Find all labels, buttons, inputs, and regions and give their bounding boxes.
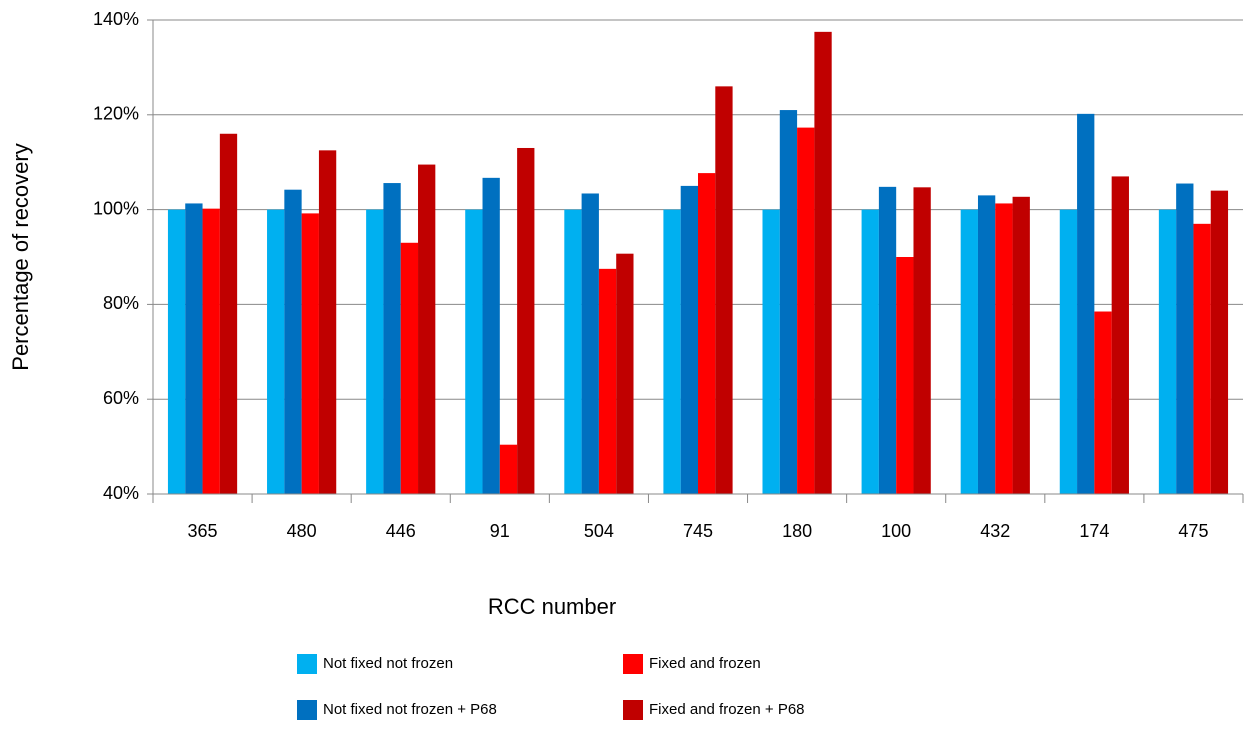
bar: [715, 86, 733, 495]
legend-label: Fixed and frozen + P68: [649, 701, 805, 718]
x-tick-label: 745: [683, 521, 713, 541]
x-tick-label: 100: [881, 521, 911, 541]
bar: [318, 150, 337, 494]
bar: [779, 110, 798, 494]
x-tick-label: 365: [188, 521, 218, 541]
bar: [1077, 113, 1095, 495]
bar: [564, 209, 582, 494]
bar: [284, 189, 302, 494]
legend-label: Fixed and frozen: [649, 655, 761, 672]
bar: [517, 147, 535, 495]
y-tick-label: 40%: [103, 483, 139, 503]
y-tick-label: 60%: [103, 388, 139, 408]
x-tick-label: 432: [980, 521, 1010, 541]
bar: [482, 177, 500, 495]
bar: [762, 209, 780, 494]
legend-label: Not fixed not frozen + P68: [323, 701, 497, 718]
bar: [1059, 209, 1078, 494]
x-tick-label: 504: [584, 521, 614, 541]
bar: [977, 195, 996, 494]
bar: [896, 257, 914, 494]
x-axis-title: RCC number: [488, 594, 616, 619]
bar: [267, 209, 285, 494]
legend-label: Not fixed not frozen: [323, 655, 453, 672]
bar: [663, 209, 681, 494]
y-tick-label: 100%: [93, 198, 139, 218]
legend-swatch: [297, 700, 317, 720]
bar: [1210, 190, 1229, 494]
bar: [499, 444, 518, 494]
bar: [960, 209, 978, 494]
bar: [383, 183, 401, 494]
bar: [366, 209, 384, 494]
bar: [219, 133, 238, 494]
bar: [1111, 176, 1129, 495]
bar: [1012, 196, 1030, 494]
x-tick-label: 180: [782, 521, 812, 541]
bar: [581, 193, 599, 494]
bar: [814, 31, 832, 494]
bar: [680, 185, 698, 494]
bar: [167, 209, 186, 494]
bar: [465, 209, 483, 494]
x-tick-label: 174: [1079, 521, 1109, 541]
bar: [301, 213, 319, 494]
y-tick-label: 120%: [93, 104, 139, 124]
bar: [995, 203, 1013, 495]
bar: [878, 186, 897, 494]
x-tick-label: 480: [287, 521, 317, 541]
y-tick-label: 140%: [93, 9, 139, 29]
y-axis-title: Percentage of recovery: [8, 143, 33, 370]
bar: [598, 268, 617, 494]
legend-swatch: [623, 654, 643, 674]
legend-swatch: [297, 654, 317, 674]
x-tick-label: 91: [490, 521, 510, 541]
bar: [418, 164, 436, 494]
x-tick-label: 446: [386, 521, 416, 541]
bar: [913, 187, 931, 494]
legend-swatch: [623, 700, 643, 720]
bar: [698, 173, 716, 495]
x-tick-label: 475: [1178, 521, 1208, 541]
bar: [185, 203, 203, 495]
bar: [1176, 183, 1194, 494]
bar: [861, 209, 879, 494]
bar: [1158, 209, 1177, 494]
y-tick-label: 80%: [103, 293, 139, 313]
bar: [1193, 223, 1211, 494]
bar: [202, 208, 220, 495]
bar: [400, 242, 419, 494]
bar: [797, 127, 815, 495]
bar: [1094, 311, 1112, 494]
bar: [616, 253, 634, 494]
